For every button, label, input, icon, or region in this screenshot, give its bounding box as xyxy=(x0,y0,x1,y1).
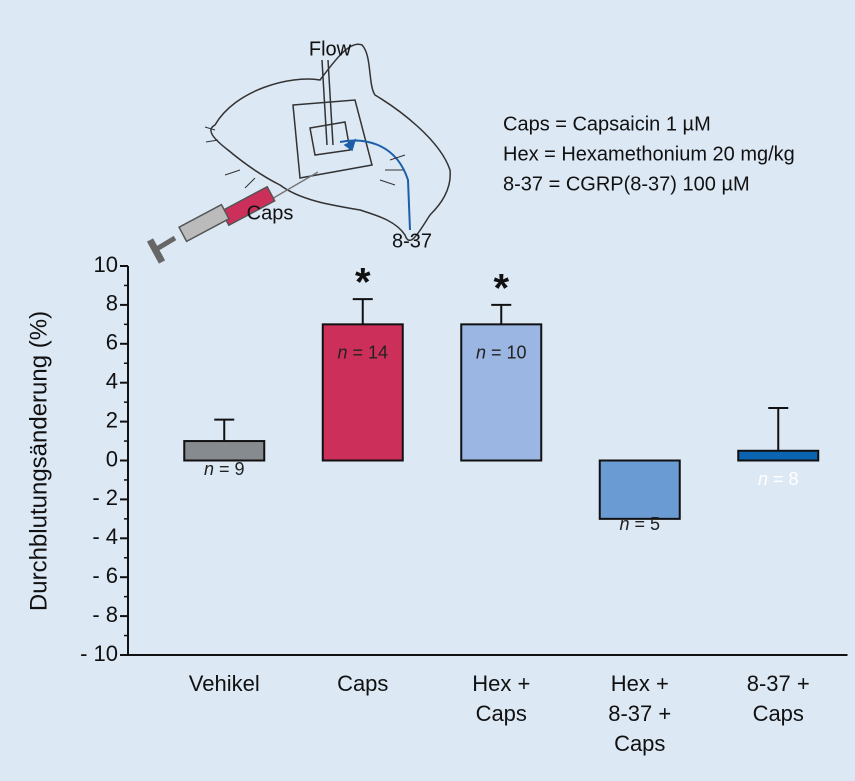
n-value: = 14 xyxy=(352,342,388,362)
chart: Flow Caps 8-37 Caps = Capsaicin 1 µM Hex… xyxy=(0,0,855,781)
n-symbol: n xyxy=(204,459,214,479)
bar xyxy=(738,451,818,461)
y-tick-label: - 2 xyxy=(92,485,118,510)
n-symbol: n xyxy=(758,469,768,489)
x-tick-label: 8-37 + xyxy=(608,701,671,726)
legend-note: Caps = Capsaicin 1 µM xyxy=(503,113,711,135)
n-label: n = 9 xyxy=(204,459,245,479)
x-tick-label: Vehikel xyxy=(189,671,260,696)
x-tick-label: Hex + xyxy=(611,671,669,696)
x-tick-label: Hex + xyxy=(472,671,530,696)
n-label: n = 8 xyxy=(758,469,799,489)
y-tick-label: - 4 xyxy=(92,524,118,549)
x-tick-label: Caps xyxy=(753,701,804,726)
syringe-label: Caps xyxy=(247,202,294,224)
n-label: n = 10 xyxy=(476,342,527,362)
significance-mark: * xyxy=(355,261,371,305)
n-symbol: n xyxy=(619,514,629,534)
y-tick-label: - 10 xyxy=(80,641,118,666)
y-axis-label: Durchblutungsänderung (%) xyxy=(25,311,52,611)
n-value: = 5 xyxy=(635,514,661,534)
bar xyxy=(600,461,680,519)
n-value: = 9 xyxy=(219,459,245,479)
x-tick-label: 8-37 + xyxy=(747,671,810,696)
legend-note: 8-37 = CGRP(8-37) 100 µM xyxy=(503,173,750,195)
y-tick-label: 0 xyxy=(106,446,118,471)
n-symbol: n xyxy=(476,342,486,362)
x-tick-label: Caps xyxy=(614,731,665,756)
n-label: n = 14 xyxy=(337,342,388,362)
x-tick-label: Caps xyxy=(337,671,388,696)
y-tick-label: - 6 xyxy=(92,563,118,588)
flow-label: Flow xyxy=(309,38,352,60)
y-tick-label: 10 xyxy=(94,252,118,277)
y-tick-label: 4 xyxy=(106,369,118,394)
x-tick-label: Caps xyxy=(476,701,527,726)
significance-mark: * xyxy=(493,266,509,310)
bar xyxy=(184,441,264,460)
legend-note: Hex = Hexamethonium 20 mg/kg xyxy=(503,143,795,165)
n-symbol: n xyxy=(337,342,347,362)
n-label: n = 5 xyxy=(619,514,660,534)
n-value: = 8 xyxy=(773,469,799,489)
y-tick-label: - 8 xyxy=(92,602,118,627)
page: Flow Caps 8-37 Caps = Capsaicin 1 µM Hex… xyxy=(0,0,855,781)
y-tick-label: 6 xyxy=(106,330,118,355)
y-tick-label: 2 xyxy=(106,407,118,432)
drug-label: 8-37 xyxy=(392,230,432,252)
n-value: = 10 xyxy=(491,342,527,362)
y-tick-label: 8 xyxy=(106,291,118,316)
